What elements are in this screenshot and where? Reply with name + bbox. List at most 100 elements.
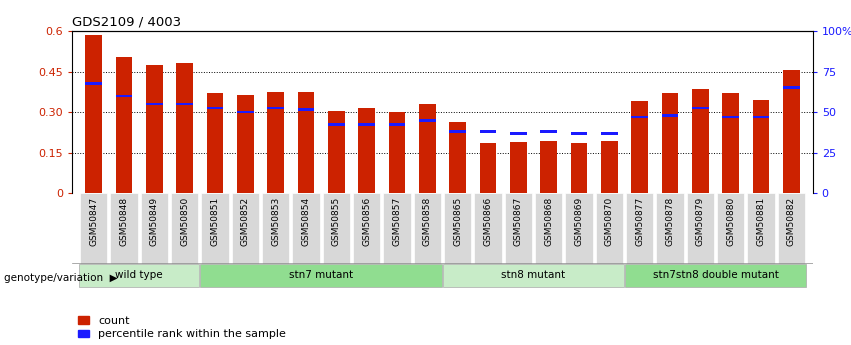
FancyBboxPatch shape: [443, 265, 624, 287]
Bar: [722, 93, 740, 193]
Bar: [692, 107, 709, 109]
Bar: [449, 121, 466, 193]
FancyBboxPatch shape: [687, 193, 714, 264]
Bar: [753, 116, 769, 118]
Bar: [207, 107, 223, 109]
FancyBboxPatch shape: [656, 193, 683, 264]
Text: GSM50854: GSM50854: [301, 197, 311, 246]
Text: stn8 mutant: stn8 mutant: [501, 270, 566, 280]
Bar: [631, 116, 648, 118]
Bar: [540, 140, 557, 193]
Bar: [722, 116, 740, 118]
FancyBboxPatch shape: [383, 193, 411, 264]
Text: genotype/variation  ▶: genotype/variation ▶: [4, 273, 118, 283]
Bar: [176, 63, 193, 193]
Text: GSM50882: GSM50882: [787, 197, 796, 246]
Legend: count, percentile rank within the sample: count, percentile rank within the sample: [78, 316, 286, 339]
FancyBboxPatch shape: [353, 193, 380, 264]
Bar: [298, 92, 314, 193]
FancyBboxPatch shape: [444, 193, 471, 264]
Text: stn7stn8 double mutant: stn7stn8 double mutant: [653, 270, 779, 280]
Text: GSM50849: GSM50849: [150, 197, 159, 246]
Text: GSM50856: GSM50856: [363, 197, 371, 246]
FancyBboxPatch shape: [111, 193, 138, 264]
Text: GSM50867: GSM50867: [514, 197, 523, 246]
Bar: [207, 93, 223, 193]
FancyBboxPatch shape: [414, 193, 441, 264]
Bar: [783, 70, 800, 193]
Bar: [601, 132, 618, 135]
Text: GSM50858: GSM50858: [423, 197, 431, 246]
Text: GSM50868: GSM50868: [545, 197, 553, 246]
FancyBboxPatch shape: [505, 193, 532, 264]
FancyBboxPatch shape: [717, 193, 745, 264]
Text: GSM50851: GSM50851: [210, 197, 220, 246]
FancyBboxPatch shape: [626, 193, 654, 264]
Text: GSM50847: GSM50847: [89, 197, 98, 246]
Text: GSM50880: GSM50880: [726, 197, 735, 246]
Text: GSM50869: GSM50869: [574, 197, 584, 246]
FancyBboxPatch shape: [262, 193, 289, 264]
FancyBboxPatch shape: [474, 193, 502, 264]
Text: GSM50855: GSM50855: [332, 197, 340, 246]
Bar: [358, 123, 375, 126]
Bar: [510, 142, 527, 193]
Bar: [146, 103, 163, 105]
FancyBboxPatch shape: [202, 193, 229, 264]
Bar: [571, 132, 587, 135]
Bar: [389, 112, 405, 193]
Bar: [692, 89, 709, 193]
Bar: [449, 130, 466, 133]
Bar: [267, 92, 284, 193]
Bar: [601, 140, 618, 193]
Bar: [328, 123, 345, 126]
FancyBboxPatch shape: [596, 193, 623, 264]
Bar: [146, 65, 163, 193]
Bar: [510, 132, 527, 135]
Bar: [176, 103, 193, 105]
Text: GSM50870: GSM50870: [605, 197, 614, 246]
Text: GSM50853: GSM50853: [271, 197, 280, 246]
FancyBboxPatch shape: [80, 193, 107, 264]
Bar: [631, 101, 648, 193]
Bar: [298, 108, 314, 111]
Bar: [237, 111, 254, 114]
FancyBboxPatch shape: [747, 193, 774, 264]
Text: GSM50848: GSM50848: [119, 197, 129, 246]
Bar: [85, 35, 102, 193]
FancyBboxPatch shape: [778, 193, 805, 264]
Bar: [662, 114, 678, 117]
Bar: [662, 93, 678, 193]
Bar: [267, 107, 284, 109]
FancyBboxPatch shape: [200, 265, 442, 287]
FancyBboxPatch shape: [231, 193, 259, 264]
FancyBboxPatch shape: [625, 265, 806, 287]
Text: wild type: wild type: [115, 270, 163, 280]
Bar: [753, 100, 769, 193]
FancyBboxPatch shape: [565, 193, 592, 264]
Bar: [85, 82, 102, 85]
FancyBboxPatch shape: [140, 193, 168, 264]
Text: GSM50879: GSM50879: [696, 197, 705, 246]
Bar: [389, 123, 405, 126]
Text: GSM50877: GSM50877: [635, 197, 644, 246]
Bar: [419, 104, 436, 193]
Text: GSM50878: GSM50878: [665, 197, 675, 246]
Text: GSM50852: GSM50852: [241, 197, 250, 246]
Bar: [116, 95, 132, 97]
FancyBboxPatch shape: [79, 265, 199, 287]
Text: GSM50850: GSM50850: [180, 197, 189, 246]
Text: GSM50865: GSM50865: [454, 197, 462, 246]
Bar: [237, 95, 254, 193]
Bar: [783, 87, 800, 89]
Text: GSM50881: GSM50881: [757, 197, 766, 246]
Text: stn7 mutant: stn7 mutant: [289, 270, 353, 280]
Text: GSM50857: GSM50857: [392, 197, 402, 246]
FancyBboxPatch shape: [535, 193, 563, 264]
Text: GSM50866: GSM50866: [483, 197, 493, 246]
Bar: [480, 143, 496, 193]
FancyBboxPatch shape: [323, 193, 350, 264]
FancyBboxPatch shape: [171, 193, 198, 264]
Bar: [540, 130, 557, 133]
Text: GDS2109 / 4003: GDS2109 / 4003: [72, 16, 181, 29]
